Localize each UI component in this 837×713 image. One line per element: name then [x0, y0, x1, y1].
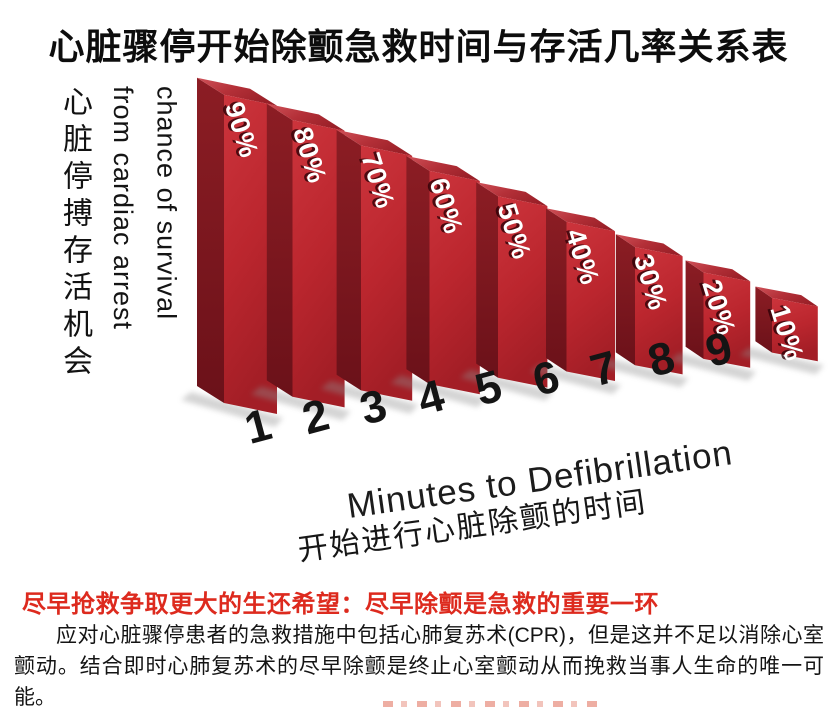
bar-side-face: [685, 260, 704, 359]
bar-top-face: [755, 286, 818, 307]
bar-top-face: [546, 208, 615, 232]
bar-group-6: 40%40%6: [527, 208, 621, 406]
bar-front-face: [292, 120, 345, 408]
y-axis-label-group: 心脏停搏存活机会 chance of survival from cardiac…: [58, 86, 187, 406]
bar-side-face: [197, 77, 224, 403]
bar-front-face: [772, 297, 818, 362]
bar-front-face: [566, 221, 615, 381]
bar-group-5: 50%50%5: [460, 182, 554, 415]
bar-shadow: [530, 364, 621, 394]
bar-side-face: [755, 286, 772, 353]
bar-group-1: 90%90%1: [181, 77, 283, 454]
bar-shadow: [250, 386, 351, 421]
clipped-bottom-text-fragment: [383, 701, 603, 707]
bar-top-face: [685, 260, 751, 282]
bar-top-face: [266, 103, 345, 131]
bar-group-9: 10%10%9: [700, 286, 824, 377]
bar-front-face: [635, 247, 683, 375]
bar-side-face: [266, 103, 293, 397]
bar-top-face: [336, 129, 413, 156]
bar-side-face: [406, 156, 430, 385]
bar-group-4: 60%60%4: [390, 156, 486, 425]
page-title: 心脏骤停开始除颤急救时间与存活几率关系表: [48, 26, 789, 67]
bar-side-face: [476, 182, 498, 378]
bar-group-8: 20%20%8: [642, 260, 757, 387]
footer-headline: 尽早抢救争取更大的生还希望：尽早除颤是急救的重要一环: [22, 591, 659, 618]
bar-front-face: [703, 272, 751, 368]
y-axis-label-english: chance of survival from cardiac arrest: [101, 86, 187, 330]
bar-top-face: [615, 234, 683, 257]
bar-front-face: [429, 170, 480, 395]
bar-top-face: [406, 156, 480, 181]
footer-body-text: 应对心脏骤停患者的急救措施中包括心肺复苏术(CPR)，但是这并不足以消除心室颤动…: [14, 624, 824, 710]
bar-top-face: [197, 77, 277, 106]
bar-group-3: 70%70%3: [320, 129, 419, 435]
bar-front-face: [498, 196, 548, 388]
bar-side-face: [336, 129, 361, 391]
bar-group-2: 80%80%2: [250, 103, 351, 444]
bar-shadow: [460, 369, 554, 401]
y-axis-label-english-line1: chance of survival: [151, 86, 182, 321]
y-axis-label-english-line2: from cardiac arrest: [108, 86, 139, 331]
bar-top-face: [476, 182, 548, 207]
bar-shadow: [599, 358, 689, 388]
bar-side-face: [546, 208, 567, 372]
bar-front-face: [361, 145, 413, 401]
bar-shadow: [390, 375, 486, 408]
bar-chart-canvas: 90%90%180%80%270%70%360%60%450%50%540%40…: [181, 77, 824, 454]
y-axis-label-chinese: 心脏停搏存活机会: [58, 86, 91, 382]
bar-shadow: [320, 380, 419, 414]
bar-front-face: [224, 94, 277, 414]
bar-side-face: [615, 234, 635, 366]
bar-shadow: [669, 352, 757, 381]
bar-group-7: 30%30%7: [585, 234, 689, 396]
bar-shadow: [181, 392, 283, 427]
bar-shadow: [739, 347, 824, 375]
